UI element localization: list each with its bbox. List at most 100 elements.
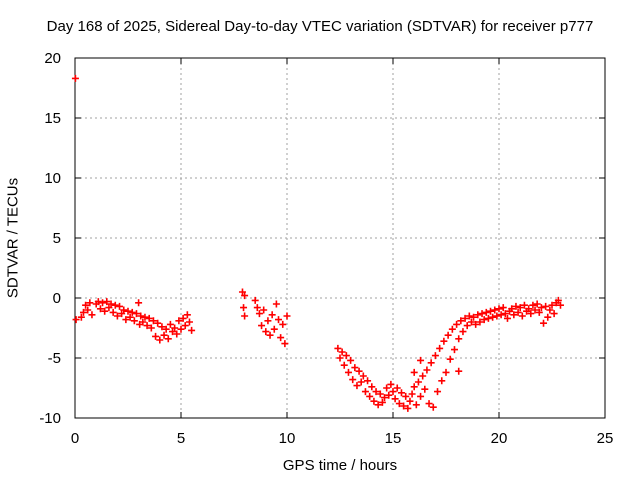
- data-point: [130, 317, 138, 325]
- data-point: [342, 352, 350, 360]
- data-point: [459, 328, 467, 336]
- data-point: [361, 388, 369, 396]
- data-point: [240, 304, 248, 312]
- data-point: [152, 332, 160, 340]
- data-point: [493, 312, 501, 320]
- data-point: [351, 364, 359, 372]
- data-point: [141, 313, 149, 321]
- data-point: [281, 340, 289, 348]
- data-point: [86, 299, 94, 307]
- data-points: [71, 74, 564, 412]
- data-point: [105, 304, 113, 312]
- data-point: [84, 306, 92, 314]
- data-point: [109, 308, 117, 316]
- data-point: [368, 383, 376, 391]
- data-point: [499, 304, 507, 312]
- data-point: [164, 335, 172, 343]
- x-tick-label: 5: [177, 430, 185, 447]
- data-point: [497, 311, 505, 319]
- data-point: [135, 299, 143, 307]
- x-axis-label: GPS time / hours: [282, 457, 398, 474]
- data-point: [166, 320, 174, 328]
- data-point: [554, 296, 562, 304]
- data-point: [241, 312, 249, 320]
- data-point: [484, 314, 492, 322]
- x-tick-label: 10: [279, 430, 296, 447]
- data-point: [179, 314, 187, 322]
- data-point: [535, 308, 543, 316]
- data-point: [171, 324, 179, 332]
- data-point: [417, 356, 425, 364]
- data-point: [156, 336, 164, 344]
- data-point: [188, 326, 196, 334]
- data-point: [512, 302, 520, 310]
- data-point: [550, 310, 558, 318]
- data-point: [262, 328, 270, 336]
- data-point: [336, 354, 344, 362]
- data-point: [476, 318, 484, 326]
- data-point: [253, 304, 261, 312]
- data-point: [525, 305, 533, 313]
- data-point: [118, 310, 126, 318]
- data-point: [508, 305, 516, 313]
- data-point: [548, 301, 556, 309]
- data-point: [349, 376, 357, 384]
- data-point: [103, 298, 111, 306]
- data-point: [88, 311, 96, 319]
- data-point: [185, 318, 193, 326]
- x-tick-label: 0: [71, 430, 79, 447]
- data-point: [450, 346, 458, 354]
- data-point: [381, 394, 389, 402]
- data-point: [126, 313, 134, 321]
- data-point: [434, 388, 442, 396]
- data-point: [520, 301, 528, 309]
- data-point: [444, 331, 452, 339]
- data-point: [412, 401, 420, 409]
- data-point: [347, 356, 355, 364]
- data-point: [414, 378, 422, 386]
- data-point: [82, 301, 90, 309]
- data-point: [537, 304, 545, 312]
- y-axis-label: SDTVAR / TECUs: [4, 177, 22, 299]
- data-point: [283, 312, 291, 320]
- data-point: [491, 306, 499, 314]
- y-tick-label: -5: [48, 350, 61, 367]
- data-point: [128, 308, 136, 316]
- data-point: [455, 335, 463, 343]
- data-point: [406, 397, 414, 405]
- data-point: [387, 380, 395, 388]
- axis-ticks: 0 5 10 15 20 25 -10 -5 0 5 10 15 20: [39, 50, 613, 447]
- data-point: [132, 310, 140, 318]
- data-point: [478, 310, 486, 318]
- data-point: [393, 384, 401, 392]
- data-point: [429, 403, 437, 411]
- data-point: [410, 368, 418, 376]
- data-point: [272, 300, 280, 308]
- data-point: [96, 305, 104, 313]
- data-point: [122, 316, 130, 324]
- data-point: [169, 328, 177, 336]
- data-point: [510, 311, 518, 319]
- data-point: [389, 388, 397, 396]
- data-point: [183, 311, 191, 319]
- data-point: [487, 307, 495, 315]
- data-point: [385, 391, 393, 399]
- data-point: [531, 306, 539, 314]
- data-point: [270, 325, 278, 333]
- data-point: [383, 384, 391, 392]
- x-tick-label: 25: [597, 430, 614, 447]
- data-point: [116, 302, 124, 310]
- data-point: [355, 367, 363, 375]
- data-point: [111, 301, 119, 309]
- data-point: [275, 316, 283, 324]
- x-tick-label: 15: [385, 430, 402, 447]
- data-point: [338, 348, 346, 356]
- data-point: [446, 355, 454, 363]
- y-tick-label: 15: [44, 110, 61, 127]
- data-point: [453, 320, 461, 328]
- data-point: [279, 320, 287, 328]
- data-point: [544, 313, 552, 321]
- data-point: [79, 308, 87, 316]
- data-point: [344, 368, 352, 376]
